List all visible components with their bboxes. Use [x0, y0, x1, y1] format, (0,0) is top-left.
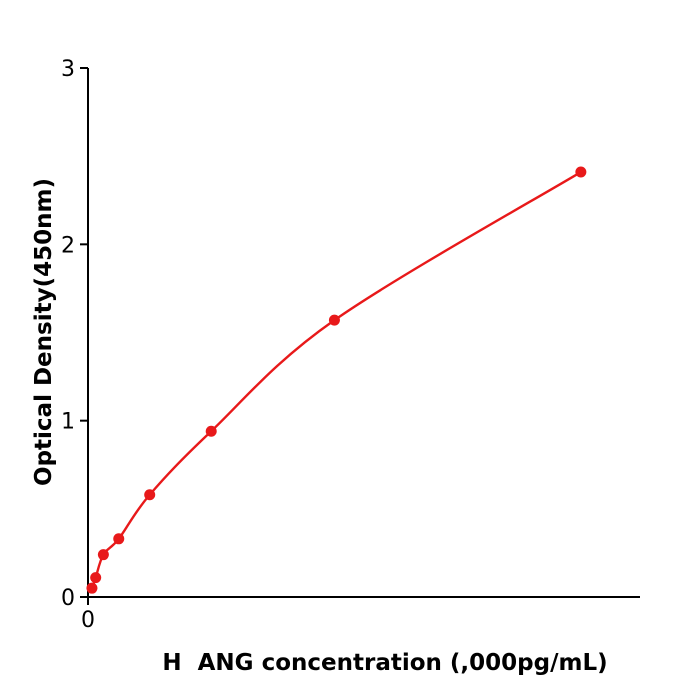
y-tick-label: 0	[61, 586, 75, 611]
data-point	[113, 533, 125, 545]
data-point	[205, 425, 217, 437]
data-point	[86, 582, 98, 594]
y-axis-title: Optical Density(450nm)	[31, 178, 57, 486]
y-tick-label: 2	[61, 233, 75, 258]
y-tick-label: 1	[61, 410, 75, 435]
y-tick-label: 3	[61, 57, 75, 82]
data-point	[328, 314, 340, 326]
x-axis-title: H ANG concentration (,000pg/mL)	[162, 650, 608, 676]
fit-curve	[90, 171, 582, 589]
data-point	[575, 166, 587, 178]
data-point	[90, 572, 102, 584]
x-tick-label: 0	[81, 608, 95, 633]
data-point	[97, 549, 109, 561]
data-point	[144, 489, 156, 501]
